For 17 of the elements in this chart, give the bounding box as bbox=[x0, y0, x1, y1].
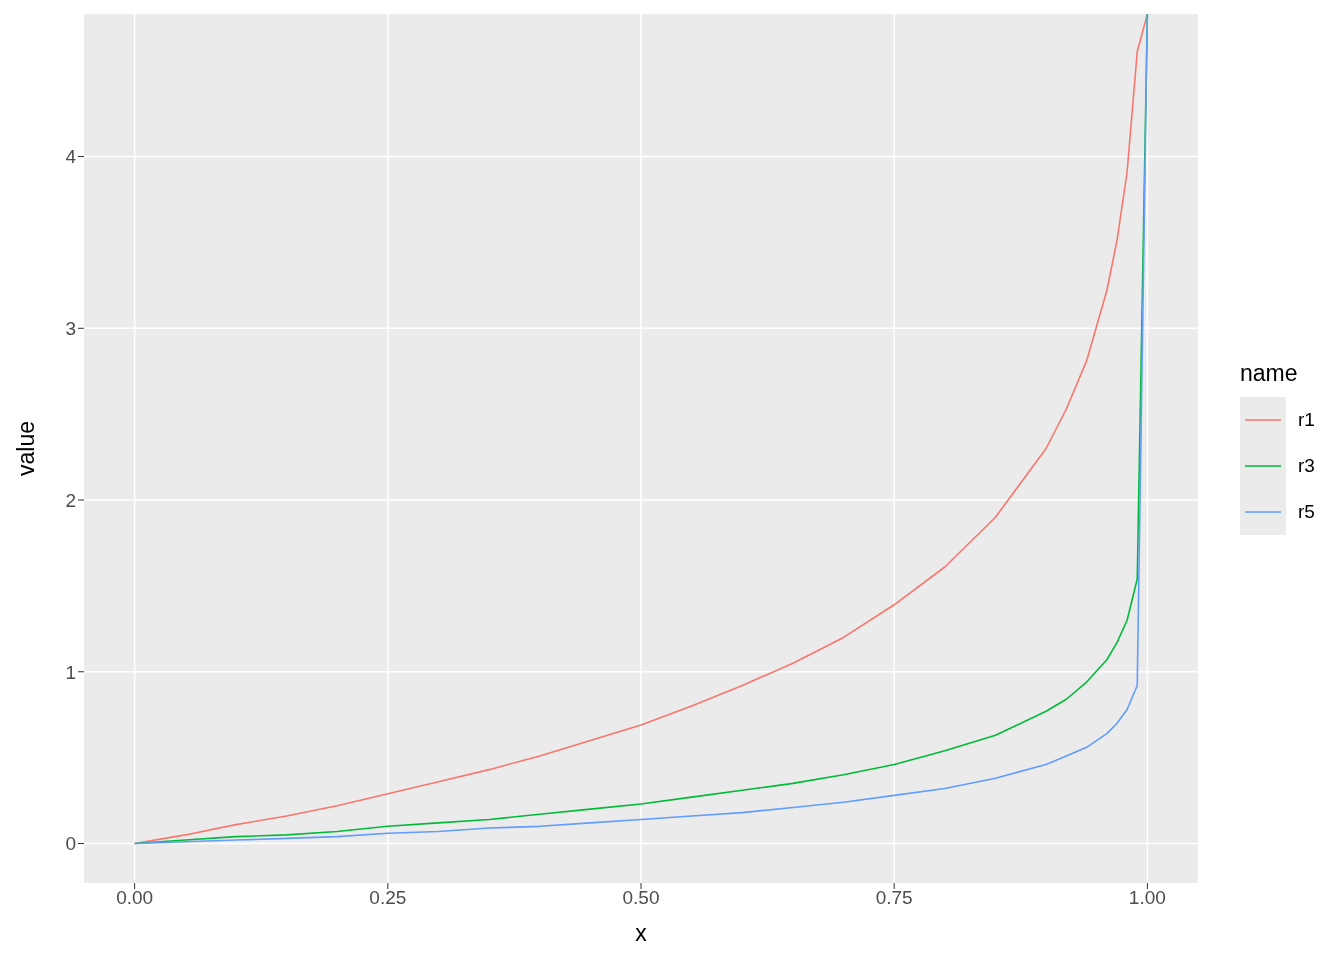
x-axis-title: x bbox=[635, 920, 648, 946]
y-tick-label: 3 bbox=[65, 318, 76, 340]
x-tick-label: 0.50 bbox=[622, 887, 660, 909]
y-tick-label: 2 bbox=[65, 489, 76, 511]
line-series bbox=[133, 14, 1149, 845]
legend-label: r5 bbox=[1298, 501, 1315, 523]
y-tick-label: 4 bbox=[65, 146, 77, 168]
x-tick-label: 0.25 bbox=[369, 887, 407, 909]
y-axis-title: value bbox=[13, 421, 40, 476]
y-tick-label: 1 bbox=[65, 661, 76, 683]
legend-label: r3 bbox=[1298, 455, 1315, 477]
y-tick-label: 0 bbox=[65, 833, 76, 855]
x-tick-label: 0.00 bbox=[116, 887, 154, 909]
x-tick-label: 1.00 bbox=[1128, 887, 1166, 909]
x-tick-label: 0.75 bbox=[875, 887, 913, 909]
legend-label: r1 bbox=[1298, 409, 1315, 431]
legend-title: name bbox=[1240, 360, 1299, 387]
